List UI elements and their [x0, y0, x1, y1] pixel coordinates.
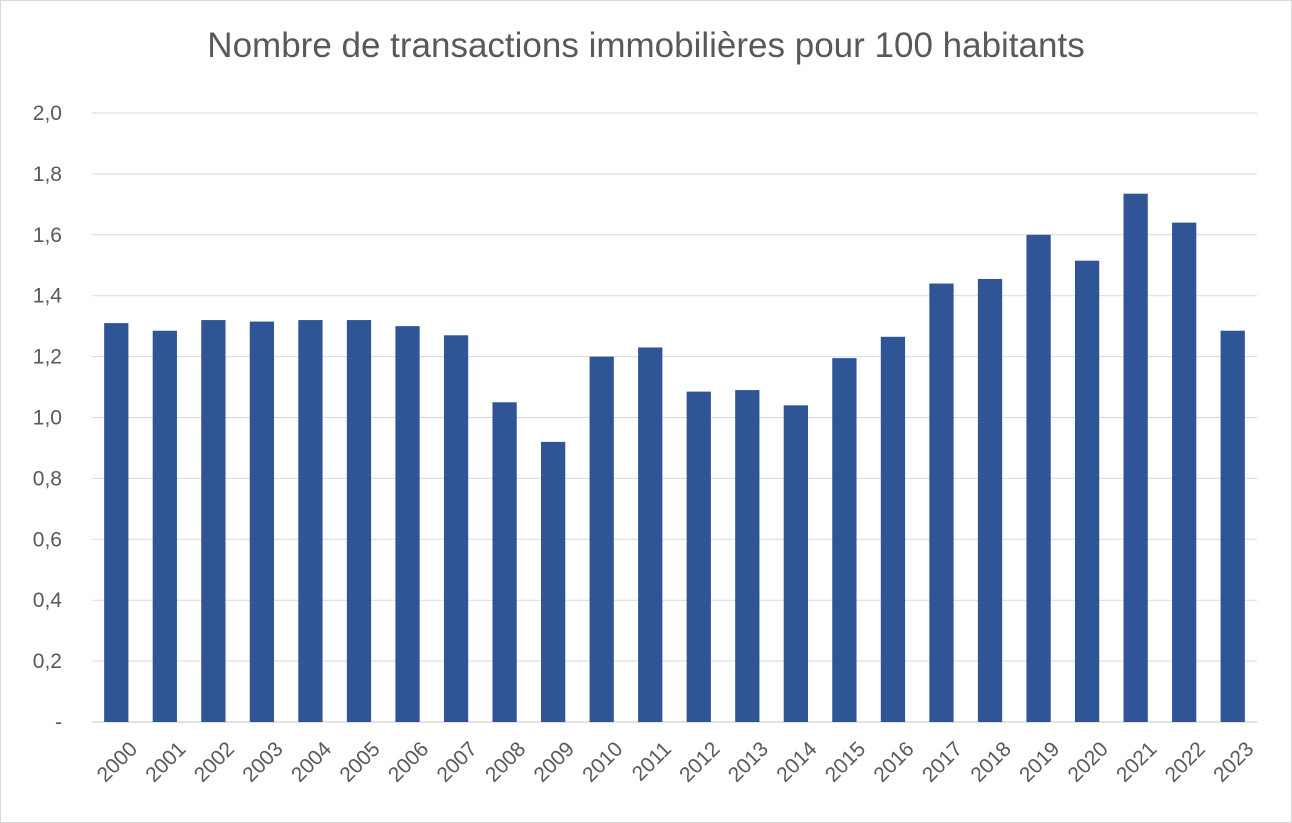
- x-tick-label-2012: 2012: [675, 737, 724, 786]
- x-tick-label-2021: 2021: [1112, 737, 1161, 786]
- x-tick-label-2017: 2017: [918, 737, 967, 786]
- y-tick-label: 1,8: [33, 163, 62, 186]
- x-tick-label-2008: 2008: [481, 737, 530, 786]
- bar-2016: [880, 336, 906, 722]
- bar-2023: [1220, 330, 1245, 722]
- x-axis-tick-labels: 2000 2001 2002 2003 2004 2005 2006 2007 2008 2009…: [93, 737, 1259, 787]
- bar-2021: [1123, 193, 1148, 722]
- x-tick-label-2015: 2015: [821, 737, 870, 786]
- bar-2004: [298, 320, 323, 722]
- x-tick-label-2005: 2005: [335, 737, 384, 786]
- x-tick-label-2022: 2022: [1161, 737, 1210, 786]
- x-tick-label-2009: 2009: [530, 737, 579, 786]
- bar-2018: [977, 278, 1003, 722]
- y-tick-label: 0,2: [33, 650, 62, 673]
- x-tick-label-2023: 2023: [1209, 737, 1258, 786]
- bar-2001: [152, 330, 177, 722]
- x-tick-label-2010: 2010: [578, 737, 627, 786]
- bar-2000: [104, 323, 129, 722]
- bar-2005: [346, 320, 372, 722]
- bar-2006: [395, 326, 420, 722]
- y-tick-label: 1,2: [33, 346, 62, 369]
- bar-2013: [735, 390, 760, 722]
- bar-2010: [589, 356, 614, 722]
- y-tick-label: 2,0: [33, 102, 62, 125]
- bar-2002: [201, 320, 226, 722]
- x-tick-label-2018: 2018: [966, 737, 1015, 786]
- gridlines: [92, 112, 1257, 723]
- bar-2008: [492, 402, 517, 722]
- bar-2019: [1026, 234, 1051, 723]
- x-tick-label-2020: 2020: [1064, 737, 1113, 786]
- x-tick-label-2013: 2013: [724, 737, 773, 786]
- x-tick-label-2019: 2019: [1015, 737, 1064, 786]
- x-tick-label-2001: 2001: [141, 737, 190, 786]
- bar-2017: [929, 283, 954, 722]
- y-tick-label: 0,6: [33, 528, 62, 551]
- x-tick-label-2002: 2002: [190, 737, 239, 786]
- x-tick-label-2006: 2006: [384, 737, 433, 786]
- bar-2009: [541, 441, 566, 722]
- y-tick-label: 1,4: [33, 285, 63, 308]
- y-tick-label: -: [55, 711, 62, 734]
- bar-2012: [686, 391, 711, 722]
- x-tick-label-2016: 2016: [869, 737, 918, 786]
- bar-2003: [249, 321, 275, 722]
- x-tick-label-2011: 2011: [628, 737, 676, 785]
- y-tick-label: 1,0: [33, 407, 62, 430]
- x-tick-label-2000: 2000: [93, 737, 142, 786]
- chart-title: Nombre de transactions immobilières pour…: [207, 26, 1085, 65]
- bar-2011: [638, 347, 663, 722]
- x-tick-label-2003: 2003: [238, 737, 287, 786]
- bar-2007: [443, 335, 469, 722]
- bar-2022: [1172, 222, 1197, 722]
- x-tick-label-2014: 2014: [772, 737, 822, 787]
- x-tick-label-2004: 2004: [287, 737, 337, 787]
- bar-2020: [1074, 260, 1100, 722]
- bar-2014: [783, 405, 808, 722]
- bar-2015: [832, 358, 857, 722]
- y-tick-label: 1,6: [33, 224, 62, 247]
- y-tick-label: 0,4: [33, 589, 63, 612]
- x-tick-label-2007: 2007: [432, 737, 481, 786]
- bars: [104, 193, 1245, 723]
- y-axis-tick-labels: - 0,2 0,4 0,6 0,8 1,0 1,2 1,4 1,6 1,8 2,0: [33, 102, 63, 734]
- y-tick-label: 0,8: [33, 467, 62, 490]
